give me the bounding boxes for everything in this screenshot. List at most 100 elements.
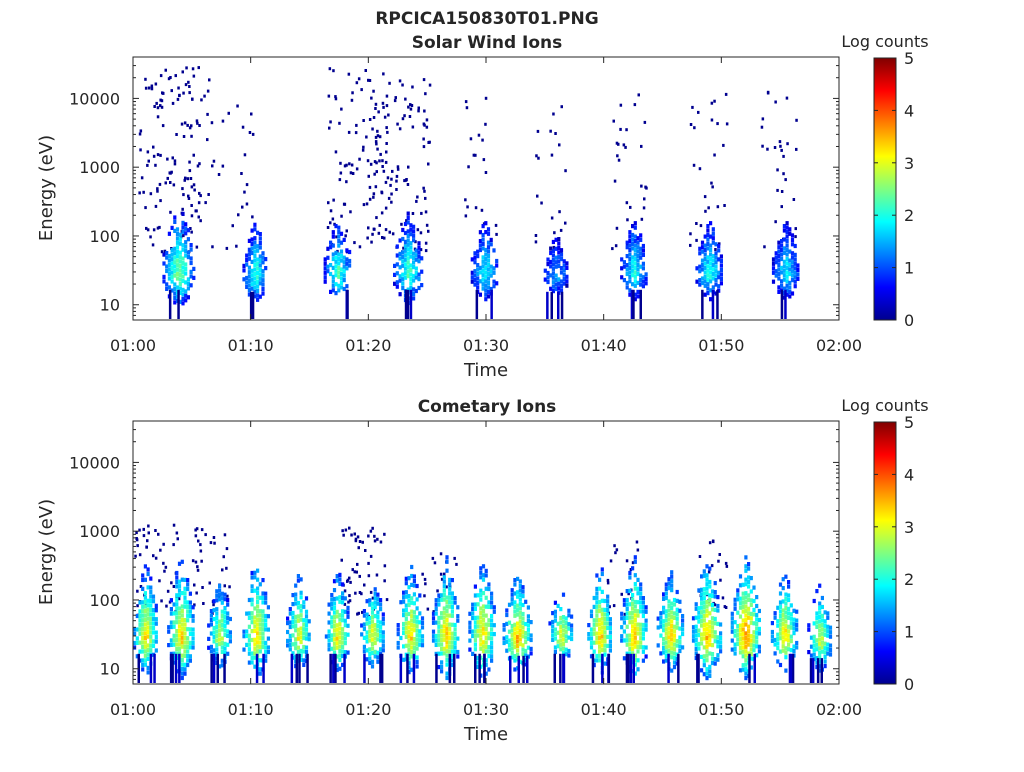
count-cell (818, 583, 822, 588)
count-cell (785, 288, 789, 293)
count-cell (373, 587, 377, 592)
count-cell (714, 273, 718, 278)
count-cell (659, 633, 663, 638)
count-cell (383, 236, 386, 240)
count-cell (521, 602, 525, 608)
count-cell (395, 179, 398, 183)
count-cell (608, 617, 612, 622)
count-cell (209, 609, 213, 614)
count-cell (368, 620, 372, 625)
count-cell (622, 264, 626, 269)
count-cell (633, 243, 637, 248)
count-cell (420, 283, 424, 288)
count-cell (733, 620, 737, 625)
count-cell (299, 577, 303, 582)
count-cell (479, 588, 483, 593)
count-cell (562, 653, 566, 683)
count-cell (223, 606, 227, 611)
count-cell (828, 652, 833, 657)
count-cell (793, 257, 797, 262)
count-cell (367, 534, 370, 538)
count-cell (149, 648, 153, 653)
count-cell (172, 660, 176, 665)
count-cell (678, 648, 682, 654)
count-cell (612, 604, 616, 608)
count-cell (738, 605, 743, 610)
count-cell (261, 591, 265, 596)
count-cell (407, 611, 411, 617)
count-cell (412, 637, 416, 642)
count-cell (787, 584, 791, 589)
count-cell (781, 621, 785, 626)
count-cell (730, 629, 734, 634)
count-cell (595, 658, 599, 663)
count-cell (641, 649, 645, 654)
count-cell (220, 658, 224, 663)
count-cell (598, 604, 602, 609)
count-cell (820, 618, 824, 623)
count-cell (343, 589, 347, 593)
count-cell (445, 622, 449, 627)
count-cell (381, 648, 385, 653)
count-cell (167, 77, 171, 81)
count-cell (353, 570, 356, 574)
count-cell (256, 626, 260, 631)
count-cell (406, 265, 410, 270)
count-cell (190, 185, 194, 189)
count-cell (184, 289, 188, 294)
ion-cluster (393, 211, 424, 319)
ion-cluster (587, 567, 612, 683)
colorbar-gradient (873, 421, 897, 685)
count-cell (256, 599, 260, 605)
colorbar-tick-label: 3 (904, 518, 914, 537)
count-cell (362, 626, 366, 632)
count-cell (353, 241, 356, 245)
count-cell (787, 647, 791, 652)
count-cell (338, 653, 342, 658)
count-cell (524, 653, 528, 658)
count-cell (410, 104, 414, 107)
count-cell (620, 275, 624, 280)
count-cell (434, 642, 438, 647)
count-cell (468, 638, 472, 643)
count-cell (603, 621, 607, 626)
count-cell (193, 583, 196, 587)
count-cell (516, 590, 520, 595)
count-cell (299, 613, 303, 618)
count-cell (505, 608, 509, 613)
count-cell (261, 287, 265, 292)
count-cell (437, 638, 441, 643)
count-cell (622, 602, 626, 607)
count-cell (304, 632, 309, 637)
count-cell (209, 613, 213, 618)
count-cell (159, 74, 163, 78)
count-cell (639, 278, 643, 283)
count-cell (350, 98, 354, 102)
count-cell (700, 601, 704, 606)
count-cell (376, 650, 380, 655)
count-cell (186, 658, 190, 663)
count-cell (559, 266, 564, 271)
count-cell (335, 627, 339, 632)
count-cell (662, 619, 666, 624)
count-cell (223, 641, 227, 646)
count-cell (641, 279, 645, 284)
count-cell (398, 274, 402, 279)
count-cell (330, 637, 334, 642)
count-cell (643, 197, 646, 201)
count-cell (785, 239, 789, 244)
count-cell (339, 271, 344, 277)
count-cell (170, 261, 174, 266)
count-cell (706, 268, 710, 273)
count-cell (169, 620, 173, 625)
count-cell (744, 617, 748, 623)
count-cell (181, 274, 185, 279)
count-cell (609, 559, 613, 563)
count-cell (146, 571, 150, 577)
count-cell (471, 602, 475, 607)
count-cell (186, 286, 190, 291)
count-cell (250, 259, 254, 264)
count-cell (747, 562, 751, 567)
count-cell (719, 640, 723, 645)
count-cell (250, 611, 254, 616)
